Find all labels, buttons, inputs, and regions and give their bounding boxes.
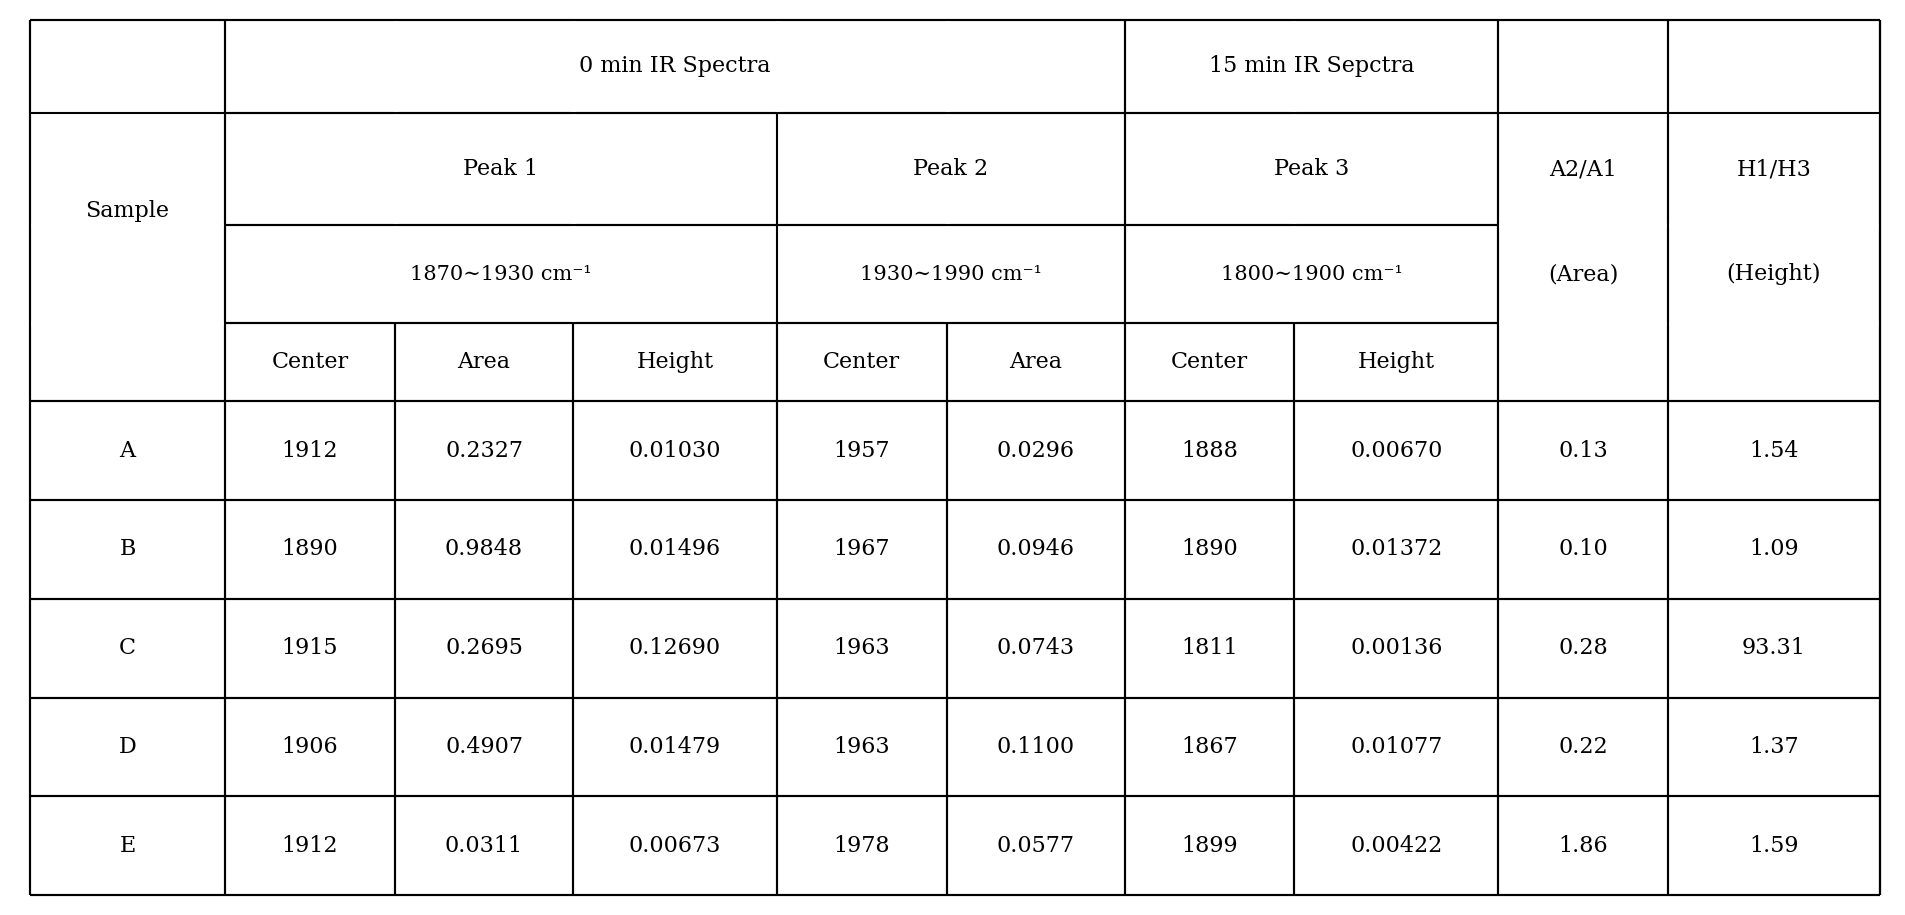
Text: Peak 1: Peak 1 xyxy=(463,158,539,180)
Text: Center: Center xyxy=(272,351,349,373)
Text: 0.01479: 0.01479 xyxy=(629,736,720,758)
Text: Sample: Sample xyxy=(86,199,170,221)
Text: B: B xyxy=(120,538,135,560)
Text: 1930∼1990 cm⁻¹: 1930∼1990 cm⁻¹ xyxy=(859,264,1042,284)
Text: 1957: 1957 xyxy=(832,439,890,462)
Text: 0.01496: 0.01496 xyxy=(629,538,720,560)
Text: 1811: 1811 xyxy=(1181,637,1238,659)
Text: D: D xyxy=(118,736,137,758)
Text: 1800∼1900 cm⁻¹: 1800∼1900 cm⁻¹ xyxy=(1221,264,1402,284)
Text: 0.00670: 0.00670 xyxy=(1351,439,1442,462)
Text: 0.13: 0.13 xyxy=(1558,439,1608,462)
Text: 0.22: 0.22 xyxy=(1558,736,1608,758)
Text: 1912: 1912 xyxy=(282,439,339,462)
Text: 0.28: 0.28 xyxy=(1558,637,1608,659)
Text: 1967: 1967 xyxy=(832,538,890,560)
Text: 0.9848: 0.9848 xyxy=(446,538,524,560)
Text: A2/A1: A2/A1 xyxy=(1549,158,1617,180)
Text: 15 min IR Sepctra: 15 min IR Sepctra xyxy=(1208,56,1414,78)
Text: Area: Area xyxy=(457,351,511,373)
Text: 1867: 1867 xyxy=(1181,736,1238,758)
Text: 1915: 1915 xyxy=(282,637,339,659)
Text: 1.37: 1.37 xyxy=(1749,736,1798,758)
Text: 1.86: 1.86 xyxy=(1558,834,1608,856)
Text: Center: Center xyxy=(823,351,901,373)
Text: 0.00673: 0.00673 xyxy=(629,834,722,856)
Text: 1912: 1912 xyxy=(282,834,339,856)
Text: 0 min IR Spectra: 0 min IR Spectra xyxy=(579,56,772,78)
Text: Center: Center xyxy=(1172,351,1248,373)
Text: H1/H3: H1/H3 xyxy=(1737,158,1812,180)
Text: 93.31: 93.31 xyxy=(1741,637,1806,659)
Text: 0.01077: 0.01077 xyxy=(1351,736,1442,758)
Text: Peak 2: Peak 2 xyxy=(912,158,989,180)
Text: (Area): (Area) xyxy=(1547,264,1617,285)
Text: 1899: 1899 xyxy=(1181,834,1238,856)
Text: 0.0311: 0.0311 xyxy=(446,834,524,856)
Text: Area: Area xyxy=(1010,351,1063,373)
Text: 0.0577: 0.0577 xyxy=(996,834,1074,856)
Text: 0.0743: 0.0743 xyxy=(996,637,1074,659)
Text: 1906: 1906 xyxy=(282,736,339,758)
Text: 0.01030: 0.01030 xyxy=(629,439,722,462)
Text: 0.10: 0.10 xyxy=(1558,538,1608,560)
Text: 0.01372: 0.01372 xyxy=(1351,538,1442,560)
Text: 0.00422: 0.00422 xyxy=(1351,834,1442,856)
Text: 1963: 1963 xyxy=(832,736,890,758)
Text: 1888: 1888 xyxy=(1181,439,1238,462)
Text: 1.09: 1.09 xyxy=(1749,538,1798,560)
Text: 0.12690: 0.12690 xyxy=(629,637,720,659)
Text: E: E xyxy=(120,834,135,856)
Text: 0.0296: 0.0296 xyxy=(996,439,1074,462)
Text: 1.59: 1.59 xyxy=(1749,834,1798,856)
Text: 1890: 1890 xyxy=(1181,538,1238,560)
Text: 0.4907: 0.4907 xyxy=(446,736,524,758)
Text: 0.0946: 0.0946 xyxy=(996,538,1074,560)
Text: 0.2327: 0.2327 xyxy=(446,439,524,462)
Text: 1890: 1890 xyxy=(282,538,339,560)
Text: 1963: 1963 xyxy=(832,637,890,659)
Text: C: C xyxy=(120,637,135,659)
Text: 0.2695: 0.2695 xyxy=(446,637,524,659)
Text: 1870∼1930 cm⁻¹: 1870∼1930 cm⁻¹ xyxy=(410,264,592,284)
Text: 0.1100: 0.1100 xyxy=(996,736,1074,758)
Text: Peak 3: Peak 3 xyxy=(1274,158,1349,180)
Text: A: A xyxy=(120,439,135,462)
Text: 1.54: 1.54 xyxy=(1749,439,1798,462)
Text: 1978: 1978 xyxy=(832,834,890,856)
Text: (Height): (Height) xyxy=(1726,264,1821,285)
Text: Height: Height xyxy=(1358,351,1434,373)
Text: 0.00136: 0.00136 xyxy=(1351,637,1442,659)
Text: Height: Height xyxy=(636,351,714,373)
